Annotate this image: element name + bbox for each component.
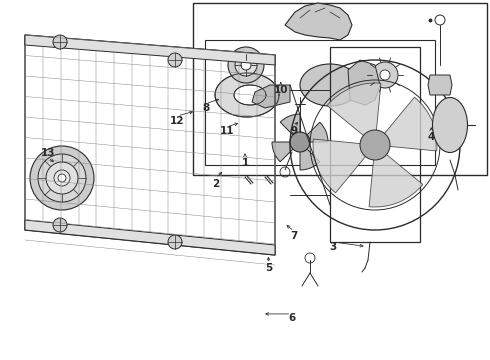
Circle shape (54, 170, 70, 186)
Circle shape (235, 54, 257, 76)
Text: 2: 2 (212, 179, 219, 189)
Circle shape (30, 146, 94, 210)
Polygon shape (25, 220, 275, 255)
Text: 7: 7 (290, 231, 298, 241)
Circle shape (360, 130, 390, 160)
Polygon shape (348, 60, 380, 105)
Polygon shape (428, 75, 452, 95)
Text: 1: 1 (242, 158, 248, 168)
Wedge shape (280, 114, 300, 142)
Circle shape (372, 62, 398, 88)
Polygon shape (285, 3, 352, 40)
Circle shape (380, 70, 390, 80)
Circle shape (168, 235, 182, 249)
Circle shape (228, 47, 264, 83)
Wedge shape (313, 139, 375, 193)
Wedge shape (300, 122, 328, 142)
Ellipse shape (300, 64, 360, 106)
Text: 10: 10 (273, 85, 288, 95)
Wedge shape (369, 145, 423, 207)
Circle shape (290, 132, 310, 152)
Text: 3: 3 (330, 242, 337, 252)
Bar (193, 3, 487, 175)
Circle shape (168, 53, 182, 67)
Wedge shape (375, 97, 437, 151)
Text: 9: 9 (291, 126, 297, 136)
Ellipse shape (433, 98, 467, 153)
Wedge shape (272, 142, 300, 162)
Polygon shape (215, 73, 279, 117)
Polygon shape (234, 85, 266, 105)
Circle shape (38, 154, 86, 202)
Wedge shape (327, 83, 381, 145)
Text: 8: 8 (202, 103, 209, 113)
Circle shape (58, 174, 66, 182)
Text: 11: 11 (220, 126, 234, 136)
Text: 12: 12 (170, 116, 185, 126)
Circle shape (241, 60, 251, 70)
Circle shape (53, 218, 67, 232)
Text: 6: 6 (288, 312, 295, 323)
Text: 13: 13 (41, 148, 55, 158)
Bar (330, 47, 420, 242)
Wedge shape (300, 142, 320, 170)
Circle shape (53, 35, 67, 49)
Text: 4: 4 (427, 132, 435, 142)
Polygon shape (252, 85, 290, 108)
Text: 5: 5 (265, 263, 272, 273)
Bar (205, 40, 435, 165)
Polygon shape (25, 35, 275, 65)
Circle shape (46, 162, 78, 194)
